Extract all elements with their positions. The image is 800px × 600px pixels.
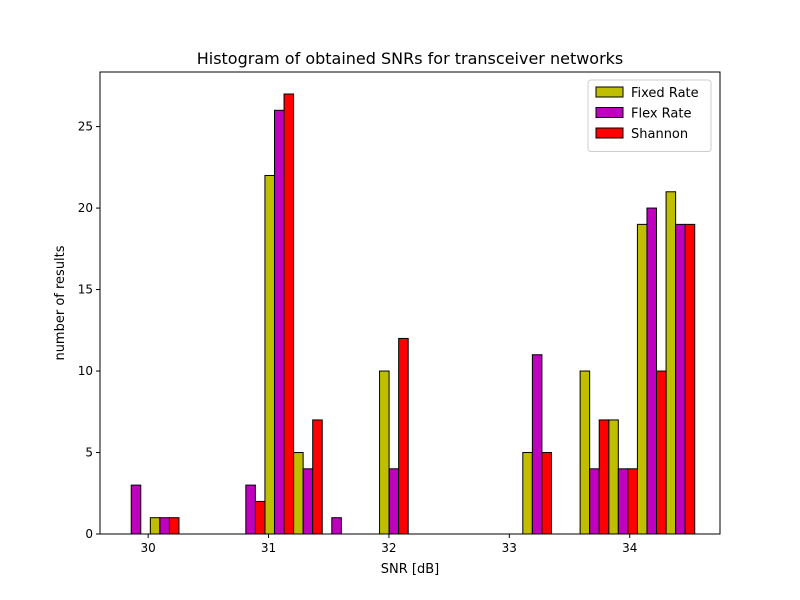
bar-shannon [398, 337, 409, 535]
x-tick-label: 30 [141, 541, 156, 555]
y-tick-label: 5 [85, 446, 93, 460]
y-tick-label: 15 [78, 283, 93, 297]
legend-swatch-fixed-rate [595, 86, 624, 98]
bar-fixed-rate [579, 370, 591, 535]
bar-shannon [254, 500, 266, 535]
bar-shannon [312, 419, 323, 535]
bar-shannon [598, 419, 610, 535]
legend: Fixed Rate Flex Rate Shannon [587, 79, 712, 152]
legend-label-flex-rate: Flex Rate [631, 107, 692, 122]
bar-fixed-rate [522, 452, 533, 535]
bar-fixed-rate [293, 452, 304, 535]
chart-title: Histogram of obtained SNRs for transceiv… [197, 49, 624, 68]
plot-frame [99, 71, 721, 535]
x-axis-label: SNR [dB] [381, 562, 439, 577]
bar-fixed-rate [608, 419, 619, 535]
bar-flex-rate [531, 354, 543, 535]
bar-shannon [656, 370, 667, 535]
x-tick-label: 32 [381, 541, 396, 555]
legend-swatch-flex-rate [595, 107, 624, 118]
bar-flex-rate [617, 468, 629, 535]
legend-label-shannon: Shannon [631, 127, 688, 142]
bar-flex-rate [388, 468, 400, 535]
y-tick-label: 20 [78, 201, 93, 215]
bar-fixed-rate [665, 191, 677, 535]
bar-fixed-rate [149, 517, 161, 535]
bar-flex-rate [675, 223, 686, 535]
bar-flex-rate [273, 109, 285, 535]
y-tick-label: 0 [85, 527, 93, 541]
y-tick-label: 25 [78, 120, 93, 134]
bar-flex-rate [331, 517, 342, 535]
bar-flex-rate [302, 468, 314, 535]
bar-fixed-rate [379, 370, 390, 535]
bar-shannon [541, 452, 552, 535]
legend-swatch-shannon [595, 127, 624, 139]
bar-fixed-rate [264, 174, 275, 535]
legend-label-fixed-rate: Fixed Rate [631, 86, 699, 101]
bar-fixed-rate [636, 223, 648, 535]
bar-flex-rate [589, 468, 600, 535]
x-tick-label: 31 [261, 541, 276, 555]
bar-layer [130, 93, 696, 535]
bar-flex-rate [646, 207, 658, 535]
y-axis-label: number of results [53, 245, 68, 360]
bar-shannon [283, 93, 295, 535]
bar-shannon [168, 517, 180, 535]
bar-flex-rate [159, 517, 170, 535]
bar-shannon [627, 468, 638, 535]
y-axis-ticks: 0 5 10 15 20 25 [78, 120, 100, 541]
bar-shannon [684, 223, 696, 535]
x-tick-label: 34 [622, 541, 637, 555]
bar-flex-rate [245, 484, 256, 535]
y-tick-label: 10 [78, 364, 93, 378]
x-axis-ticks: 30 31 32 33 34 [141, 534, 637, 555]
x-tick-label: 33 [502, 541, 517, 555]
bar-flex-rate [130, 484, 142, 535]
